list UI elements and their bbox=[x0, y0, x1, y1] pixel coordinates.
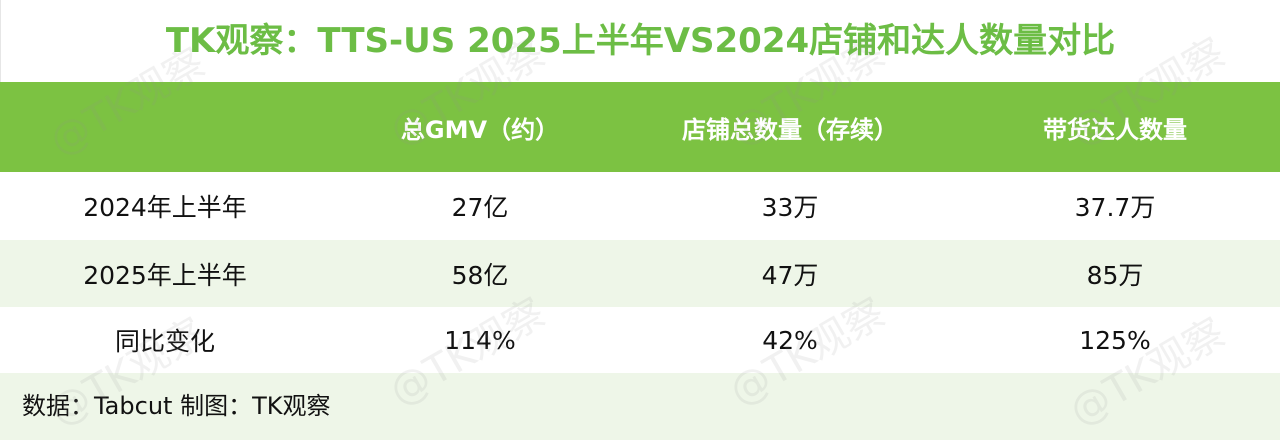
table-cell: 33万 bbox=[761, 193, 819, 222]
title: TK观察：TTS-US 2025上半年VS2024店铺和达人数量对比 bbox=[0, 0, 1280, 82]
table-cell: 27亿 bbox=[451, 193, 509, 222]
table-cell: 37.7万 bbox=[1074, 193, 1156, 222]
header-cell: 总GMV（约） bbox=[400, 115, 560, 144]
table-cell: 42% bbox=[762, 325, 818, 355]
table-cell: 58亿 bbox=[451, 260, 509, 290]
table-cell: 47万 bbox=[761, 260, 819, 290]
table-row: 同比变化 114% 42% 125% bbox=[0, 307, 1280, 373]
table-row: 2025年上半年 58亿 47万 85万 bbox=[0, 240, 1280, 307]
footer: 数据：Tabcut 制图：TK观察 bbox=[0, 373, 1280, 440]
header-cell: 带货达人数量 bbox=[1043, 115, 1187, 144]
header-cell: 店铺总数量（存续） bbox=[682, 115, 898, 144]
row-label: 2025年上半年 bbox=[83, 260, 247, 290]
header-row: 总GMV（约） 店铺总数量（存续） 带货达人数量 bbox=[0, 82, 1280, 172]
row-label: 2024年上半年 bbox=[83, 193, 247, 222]
table-cell: 125% bbox=[1079, 325, 1151, 355]
table-cell: 114% bbox=[444, 325, 516, 355]
table-cell: 85万 bbox=[1086, 260, 1144, 290]
row-label: 同比变化 bbox=[114, 327, 215, 356]
table-row: 2024年上半年 27亿 33万 37.7万 bbox=[0, 172, 1280, 240]
